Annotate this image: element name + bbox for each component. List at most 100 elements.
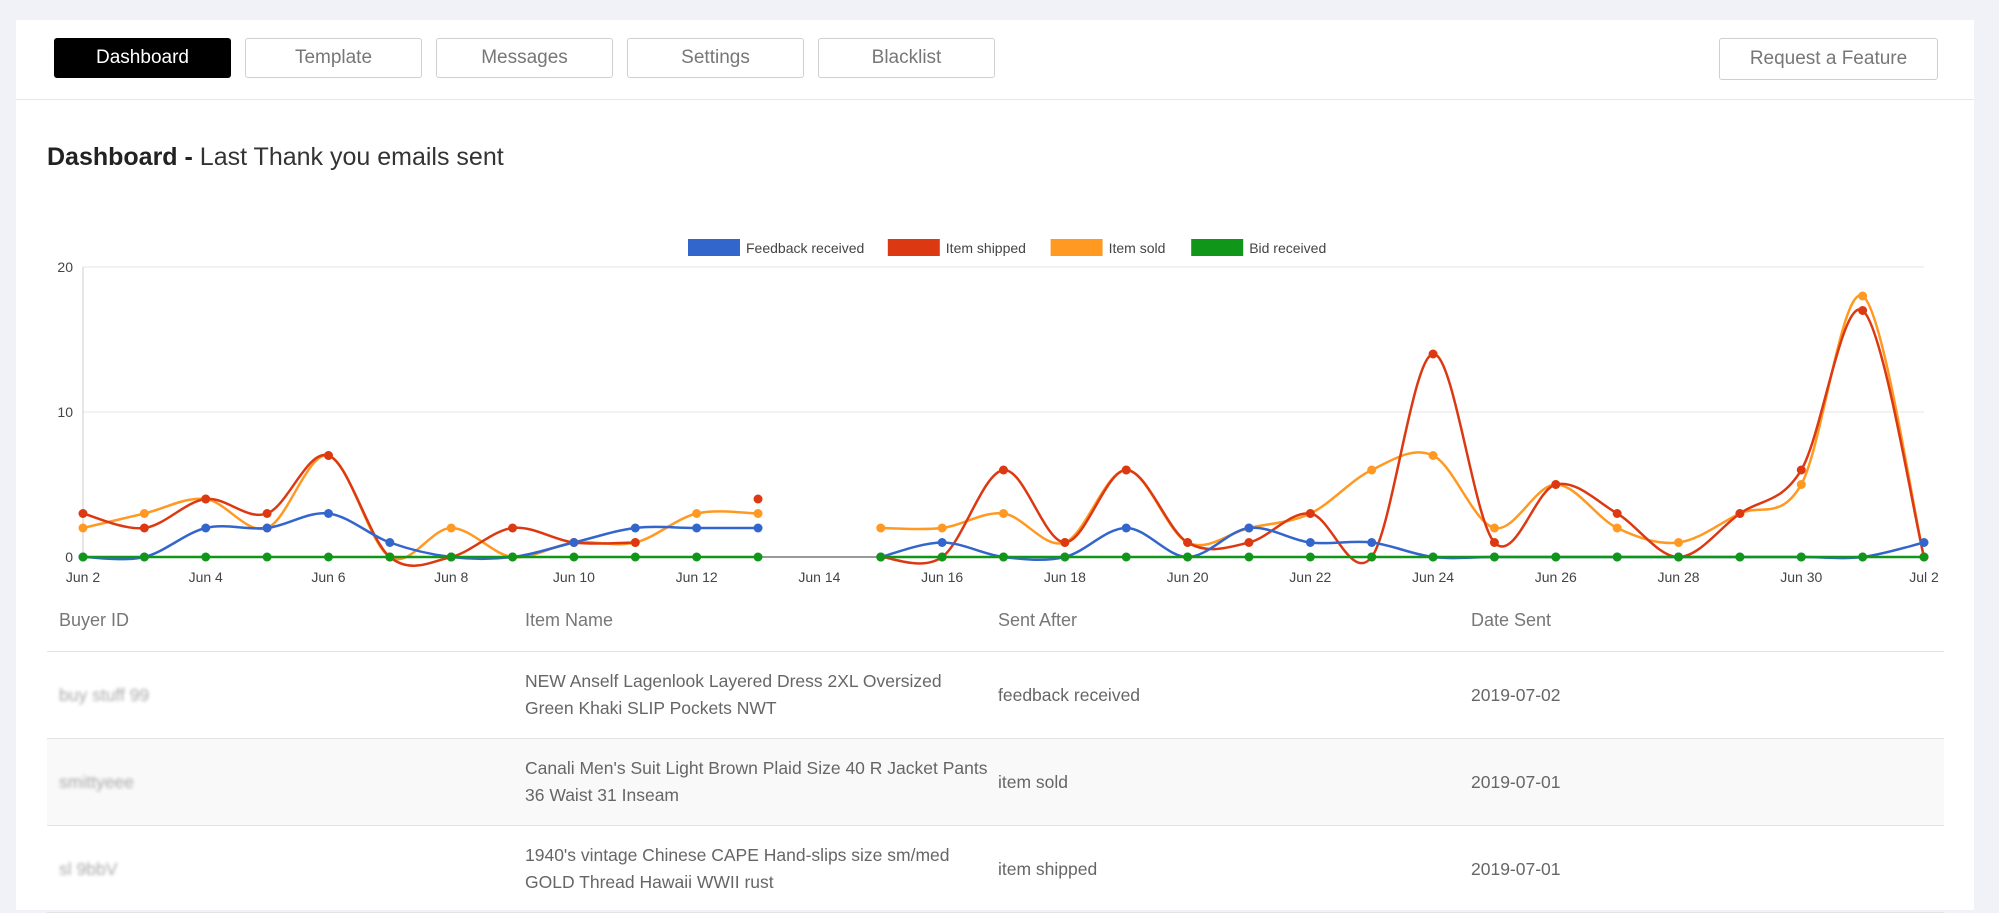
data-point xyxy=(446,523,456,533)
data-point xyxy=(753,523,763,533)
data-point xyxy=(1121,552,1131,562)
data-point xyxy=(1796,465,1806,475)
tab-template[interactable]: Template xyxy=(245,38,422,78)
legend-swatch xyxy=(688,239,740,256)
data-point xyxy=(999,509,1008,518)
item-name-cell: NEW Anself Lagenlook Layered Dress 2XL O… xyxy=(525,671,942,718)
data-point xyxy=(323,451,333,460)
header-buyer-id: Buyer ID xyxy=(59,610,130,630)
data-point xyxy=(1367,538,1377,547)
sent-after-cell: feedback received xyxy=(998,684,1141,705)
buyer-id-cell: smittyeee xyxy=(59,771,134,792)
item-name-cell: Canali Men's Suit Light Brown Plaid Size… xyxy=(525,758,988,805)
data-point xyxy=(1858,291,1868,301)
request-feature-button[interactable]: Request a Feature xyxy=(1719,38,1938,80)
data-point xyxy=(1674,552,1684,562)
table-row[interactable]: buy stuff 99 NEW Anself Lagenlook Layere… xyxy=(47,652,1944,739)
data-point xyxy=(937,523,947,533)
header-date-sent: Date Sent xyxy=(1471,610,1552,630)
data-point xyxy=(1735,552,1745,562)
y-tick-label: 0 xyxy=(65,549,73,565)
data-point xyxy=(692,509,702,518)
data-point xyxy=(630,552,640,562)
data-point xyxy=(139,509,149,518)
data-point xyxy=(385,538,395,547)
x-tick-label: Jun 12 xyxy=(676,569,718,585)
legend-swatch xyxy=(1050,239,1103,256)
page-title: Dashboard - Last Thank you emails sent xyxy=(47,143,504,172)
main-card: Dashboard Template Messages Settings Bla… xyxy=(16,20,1974,913)
item-name-cell: 1940's vintage Chinese CAPE Hand-slips s… xyxy=(525,845,950,892)
x-tick-label: Jun 30 xyxy=(1780,569,1822,585)
data-point xyxy=(569,538,579,547)
y-tick-label: 20 xyxy=(57,259,73,275)
data-point xyxy=(1796,552,1806,562)
data-point xyxy=(1489,552,1499,562)
buyer-id-cell: sl 9bbV xyxy=(59,858,118,879)
sent-after-cell: item shipped xyxy=(998,858,1098,879)
emails-chart: 0 10 20 Jun 2 Jun 4 Jun 6 Jun 8 Jun 10 Jun 12 Jun… xyxy=(16,210,1974,590)
data-point xyxy=(446,552,456,562)
table-row[interactable]: sl 9bbV 1940's vintage Chinese CAPE Hand… xyxy=(47,826,1944,913)
table-row[interactable]: smittyeee Canali Men's Suit Light Brown … xyxy=(47,739,1944,826)
data-point xyxy=(201,523,211,533)
data-point xyxy=(937,538,947,547)
header-sent-after: Sent After xyxy=(998,610,1078,630)
data-point xyxy=(78,552,88,562)
data-point xyxy=(1060,538,1070,547)
top-navigation: Dashboard Template Messages Settings Bla… xyxy=(16,20,1974,100)
data-point xyxy=(508,523,518,533)
data-point xyxy=(1244,538,1254,547)
data-point xyxy=(508,552,518,562)
data-point xyxy=(1121,465,1131,475)
x-tick-label: Jun 18 xyxy=(1044,569,1086,585)
data-point xyxy=(692,523,702,533)
x-tick-label: Jun 26 xyxy=(1535,569,1577,585)
data-point xyxy=(692,552,702,562)
data-point xyxy=(630,538,640,547)
data-point xyxy=(1428,451,1438,460)
legend-label: Item sold xyxy=(1109,240,1166,256)
tab-blacklist[interactable]: Blacklist xyxy=(818,38,995,78)
legend-swatch xyxy=(887,239,940,256)
data-point xyxy=(1121,523,1131,533)
x-tick-label: Jul 2 xyxy=(1909,569,1939,585)
data-point xyxy=(1489,538,1499,547)
data-point xyxy=(1612,552,1622,562)
data-point xyxy=(78,523,88,533)
data-point xyxy=(139,523,149,533)
page-title-bold: Dashboard - xyxy=(47,143,193,171)
legend-label: Bid received xyxy=(1249,240,1326,256)
data-point xyxy=(1305,552,1315,562)
date-sent-cell: 2019-07-02 xyxy=(1471,684,1561,705)
data-point xyxy=(1428,552,1438,562)
page-title-subtitle: Last Thank you emails sent xyxy=(192,143,504,171)
x-tick-label: Jun 6 xyxy=(311,569,345,585)
tab-settings[interactable]: Settings xyxy=(627,38,804,78)
buyer-id-cell: buy stuff 99 xyxy=(59,684,150,705)
x-tick-label: Jun 24 xyxy=(1412,569,1454,585)
data-point xyxy=(201,494,211,504)
data-point xyxy=(262,509,272,518)
data-point xyxy=(1244,523,1254,533)
x-tick-label: Jun 2 xyxy=(66,569,100,585)
emails-table: Buyer ID Item Name Sent After Date Sent … xyxy=(47,590,1944,913)
tab-messages[interactable]: Messages xyxy=(436,38,613,78)
data-point xyxy=(753,509,763,518)
data-point xyxy=(1305,509,1315,518)
tab-dashboard[interactable]: Dashboard xyxy=(54,38,231,78)
data-point xyxy=(1612,509,1622,518)
data-point xyxy=(1183,538,1193,547)
data-point xyxy=(262,523,272,533)
data-point xyxy=(937,552,947,562)
sent-after-cell: item sold xyxy=(998,771,1069,792)
data-point xyxy=(876,552,886,562)
data-point xyxy=(1060,552,1070,562)
data-point xyxy=(323,509,333,518)
series-line-item-shipped xyxy=(880,308,1926,565)
date-sent-cell: 2019-07-01 xyxy=(1471,771,1561,792)
series-line-item-shipped xyxy=(82,453,636,567)
data-point xyxy=(1735,509,1745,518)
data-point xyxy=(1612,523,1622,533)
header-item-name: Item Name xyxy=(525,610,614,630)
